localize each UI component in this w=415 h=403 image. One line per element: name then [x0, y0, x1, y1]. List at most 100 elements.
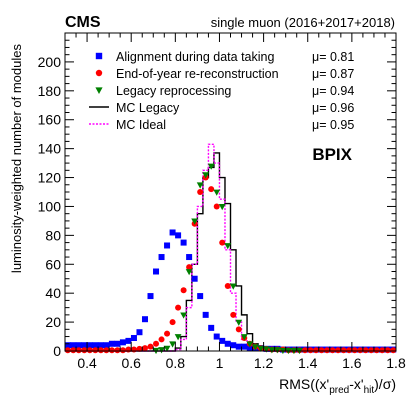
series-1-point — [379, 347, 386, 354]
series-1-point — [180, 287, 187, 294]
y-tick-label: 60 — [45, 256, 61, 272]
series-2-point — [163, 345, 171, 352]
series-0-point — [147, 293, 154, 300]
legend-mean-value: μ= 0.81 — [312, 50, 354, 64]
series-0-point — [114, 340, 121, 347]
legend-entry-2: Legacy reprocessing μ= 0.94 — [95, 84, 354, 98]
series-2-point — [185, 269, 193, 276]
series-1-point — [141, 345, 148, 352]
series-0-point — [136, 329, 143, 336]
y-tick-label: 40 — [45, 285, 61, 301]
series-0-point — [164, 242, 171, 249]
series-1-point — [119, 347, 126, 354]
x-axis-label-sub: hit — [364, 385, 375, 396]
x-axis-label-sub: pred — [329, 385, 349, 396]
y-tick-label: 0 — [53, 343, 61, 359]
series-1-point — [75, 347, 82, 354]
series-0-point — [197, 293, 204, 300]
series-0-point — [219, 337, 226, 344]
series-1-point — [390, 347, 397, 354]
series-2-point — [273, 347, 281, 354]
series-1-point — [235, 326, 242, 333]
legend-symbol-marker — [95, 69, 103, 77]
series-0-point — [191, 275, 198, 282]
series-0-point — [208, 324, 215, 331]
series-0-point — [153, 268, 160, 275]
series-0-point — [175, 232, 182, 239]
series-1-point — [147, 343, 154, 350]
x-tick-label: 1.8 — [386, 355, 406, 371]
series-1-point — [175, 304, 182, 311]
series-2-point — [213, 189, 221, 196]
series-1-point — [357, 347, 364, 354]
series-2-point — [158, 347, 165, 354]
series-1-point — [169, 319, 176, 326]
series-1-point — [136, 345, 143, 352]
legend-mean-value: μ= 0.94 — [312, 84, 354, 98]
series-0-point — [64, 342, 71, 349]
series-2-point — [196, 182, 204, 189]
series-0-point — [224, 340, 231, 347]
series-0-point — [158, 254, 165, 261]
series-1-point — [346, 347, 353, 354]
legend-mean-value: μ= 0.95 — [312, 118, 354, 132]
series-0-point — [241, 343, 248, 350]
series-2-point — [180, 312, 188, 319]
series-2-point — [202, 172, 210, 179]
x-tick-label: 1.4 — [298, 355, 318, 371]
legend: Alignment during data taking μ= 0.81 End-o… — [89, 50, 354, 132]
series-1-point — [224, 282, 231, 289]
series-2-point — [246, 341, 254, 348]
ticks: 0 20 40 60 80 100 120 140 160 180 200 0.4 0.6 0.8 1 1.2… — [38, 33, 406, 371]
series-1-point — [103, 347, 110, 354]
series-1-point — [92, 347, 99, 354]
series-0-point — [130, 334, 137, 341]
series-1-point — [81, 347, 88, 354]
series-0-point — [97, 342, 104, 349]
series-1-point — [164, 330, 171, 337]
legend-symbol-marker — [95, 52, 103, 60]
x-axis-label-part: -x' — [349, 376, 363, 392]
series-1-point — [301, 347, 308, 354]
series-0-point — [169, 229, 176, 236]
series-1-point — [329, 347, 336, 354]
series-0-point — [92, 342, 99, 349]
series-0-point — [230, 342, 237, 349]
series-2-point — [268, 347, 276, 354]
series-0-point — [125, 337, 132, 344]
y-tick-label: 160 — [38, 112, 62, 128]
plot-marks — [64, 143, 397, 355]
series-0-point — [186, 254, 193, 261]
series-0-point — [119, 339, 126, 346]
x-axis-label-part: RMS((x' — [279, 376, 329, 392]
series-1-point — [384, 347, 391, 354]
region-label: BPIX — [312, 145, 352, 164]
series-1-point — [368, 347, 375, 354]
series-0-point — [202, 311, 209, 318]
legend-mean-value: μ= 0.87 — [312, 67, 354, 81]
legend-entry-0: Alignment during data taking μ= 0.81 — [95, 50, 354, 64]
series-2-point — [169, 341, 176, 348]
series-1-point — [70, 347, 77, 354]
series-1-point — [153, 340, 160, 347]
series-1-point — [213, 203, 220, 210]
series-2-point — [224, 243, 232, 250]
series-2-point — [229, 283, 237, 290]
series-1-point — [108, 347, 115, 354]
series-0-point — [86, 342, 93, 349]
x-tick-label: 1.2 — [254, 355, 274, 371]
series-0-point — [141, 316, 148, 323]
series-2-point — [262, 346, 270, 353]
legend-label: Legacy reprocessing — [116, 84, 231, 98]
series-1-point — [97, 347, 104, 354]
series-1-point — [318, 347, 325, 354]
dataset-label: single muon (2016+2017+2018) — [211, 15, 395, 30]
series-1-point — [219, 239, 226, 246]
x-tick-label: 0.8 — [166, 355, 186, 371]
series-1-point — [114, 347, 121, 354]
y-tick-label: 100 — [38, 198, 62, 214]
legend-entry-1: End-of-year re-reconstruction μ= 0.87 — [95, 67, 354, 81]
legend-mean-value: μ= 0.96 — [312, 101, 354, 115]
x-axis-label: RMS((x'pred-x'hit)/σ) — [279, 376, 396, 396]
